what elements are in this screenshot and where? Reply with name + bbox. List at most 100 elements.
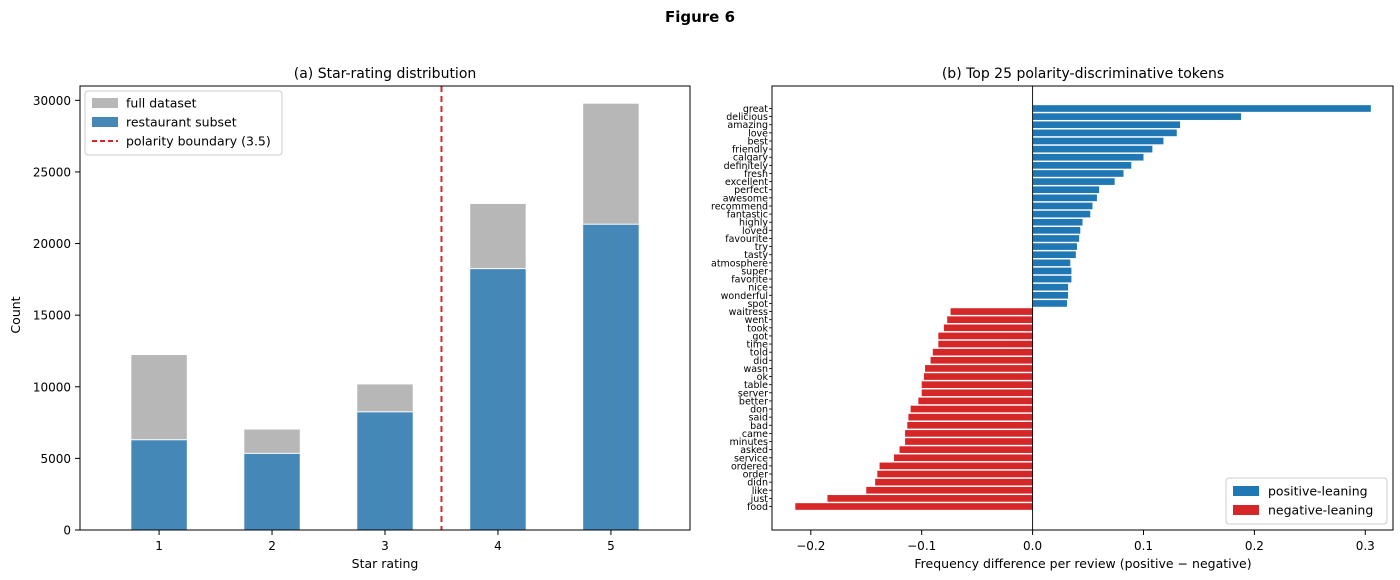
token-bar-excellent	[1032, 178, 1115, 185]
token-label: definitely	[724, 161, 769, 172]
token-bar-loved	[1032, 227, 1081, 234]
restaurant-subset-bar-2	[243, 452, 301, 531]
token-bar-best	[1032, 137, 1164, 145]
token-label: love	[748, 128, 768, 139]
token-label: spot	[747, 299, 768, 310]
token-bar-told	[932, 348, 1033, 356]
x-tick-label: 5	[607, 539, 615, 553]
legend-label: polarity boundary (3.5)	[126, 134, 271, 149]
token-bar-asked	[899, 446, 1033, 453]
token-bar-nice	[1032, 283, 1069, 291]
token-bar-like	[866, 486, 1033, 494]
token-label: table	[744, 380, 768, 391]
token-label: bad	[750, 421, 768, 432]
token-label: minutes	[730, 437, 769, 448]
token-label: like	[752, 486, 768, 497]
token-bar-waitress	[950, 308, 1033, 315]
star-rating-axes: 0 5000 10000 15000 20000 25000 30000 1 2 3 4 5	[33, 85, 691, 553]
token-label: got	[752, 331, 768, 342]
token-bar-got	[938, 332, 1033, 340]
token-bar-order	[877, 470, 1033, 478]
token-bar-friendly	[1032, 145, 1153, 153]
panel-b-xlabel: Frequency difference per review (positiv…	[914, 556, 1251, 571]
y-tick-label: 0	[63, 524, 71, 538]
token-label: recommend	[711, 201, 768, 212]
figure-title: Figure 6	[665, 8, 735, 26]
token-bar-ok	[923, 373, 1033, 380]
restaurant-subset-bar-1	[130, 439, 188, 531]
token-label: excellent	[725, 177, 768, 188]
token-axes: greatdeliciousamazinglovebestfriendlycal…	[711, 85, 1394, 553]
token-label: better	[739, 396, 768, 407]
token-bar-better	[918, 397, 1033, 405]
token-bar-ordered	[879, 462, 1033, 470]
token-bar-went	[947, 316, 1033, 324]
legend-box	[1225, 477, 1388, 525]
token-bar-atmosphere	[1032, 259, 1071, 267]
token-label: great	[743, 104, 768, 115]
y-tick-label: 15000	[33, 309, 71, 323]
y-tick-label: 30000	[33, 94, 71, 108]
token-bar-favorite	[1032, 275, 1072, 283]
token-bar-did	[930, 356, 1033, 364]
restaurant-subset-bar-4	[469, 268, 527, 531]
token-label: loved	[742, 226, 768, 237]
x-tick-label: 0.0	[1023, 539, 1042, 553]
token-bar-minutes	[905, 438, 1033, 445]
token-label: just	[750, 494, 769, 505]
x-tick-label: −0.2	[796, 539, 825, 553]
token-bar-don	[910, 405, 1033, 413]
x-tick-label: −0.1	[907, 539, 936, 553]
token-bar-calgary	[1032, 153, 1144, 161]
token-label: waitress	[729, 307, 768, 318]
token-label: did	[753, 356, 768, 367]
y-tick-label: 25000	[33, 165, 71, 179]
token-bar-wasn	[925, 365, 1033, 372]
token-bar-highly	[1032, 218, 1083, 226]
token-label: friendly	[732, 145, 768, 156]
token-label: calgary	[733, 153, 768, 164]
token-label: fantastic	[727, 210, 768, 221]
token-label: came	[742, 429, 768, 440]
token-bar-table	[921, 381, 1033, 388]
x-tick-label: 0.2	[1245, 539, 1264, 553]
token-label: delicious	[726, 112, 768, 123]
star-rating-panel: (a) Star-rating distribution 0 5000 10000 1…	[8, 66, 691, 571]
x-tick-label: 3	[381, 539, 389, 553]
token-label: awesome	[723, 193, 768, 204]
token-bar-came	[905, 430, 1033, 437]
panel-a-title: (a) Star-rating distribution	[294, 66, 477, 82]
token-bar-wonderful	[1032, 291, 1069, 299]
token-label: time	[747, 340, 769, 351]
token-label: ok	[757, 372, 769, 383]
token-bar-server	[921, 389, 1033, 397]
token-label: perfect	[734, 185, 768, 196]
token-bar-delicious	[1032, 113, 1242, 120]
token-label: favorite	[731, 275, 768, 286]
token-bar-super	[1032, 267, 1072, 275]
panel-b-frame	[771, 85, 1394, 531]
legend-swatch	[92, 117, 118, 127]
token-bar-try	[1032, 243, 1077, 250]
restaurant-subset-bar-3	[356, 411, 414, 531]
token-label: wonderful	[721, 291, 768, 302]
star-rating-legend: full dataset restaurant subset polarity bo…	[84, 90, 283, 156]
token-label: wasn	[743, 364, 768, 375]
token-label: took	[747, 323, 768, 334]
y-tick-label: 20000	[33, 237, 71, 251]
token-label: nice	[748, 283, 768, 294]
token-label: amazing	[727, 120, 768, 131]
token-label: food	[747, 502, 768, 513]
token-bar-tasty	[1032, 251, 1076, 259]
restaurant-subset-bar-5	[582, 223, 640, 531]
token-label: highly	[739, 218, 768, 229]
token-label: don	[750, 405, 768, 416]
panel-b-title: (b) Top 25 polarity-discriminative token…	[942, 66, 1224, 82]
token-bar-love	[1032, 129, 1177, 137]
token-label: favourite	[725, 234, 768, 245]
x-tick-label: 1	[155, 539, 163, 553]
x-tick-label: 0.1	[1134, 539, 1153, 553]
token-label: atmosphere	[711, 258, 768, 269]
token-bar-took	[943, 324, 1033, 332]
